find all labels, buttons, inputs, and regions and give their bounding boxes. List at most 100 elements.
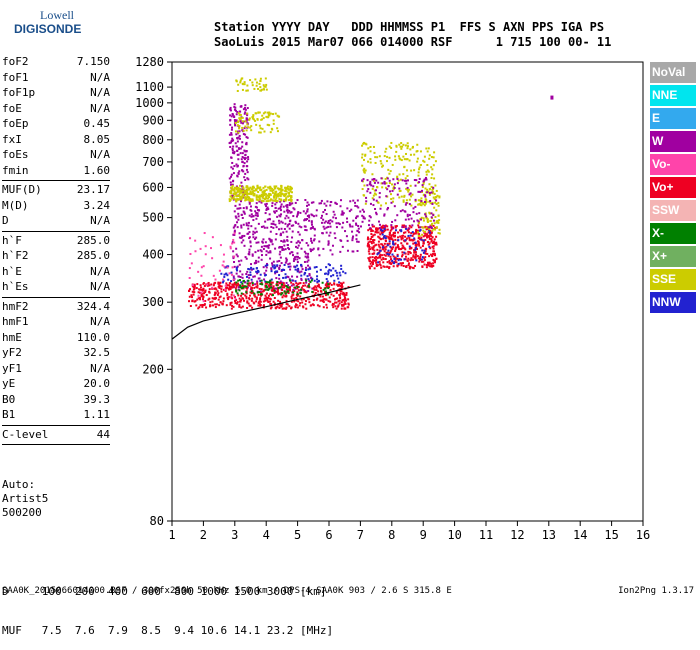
echo-point <box>230 132 233 135</box>
echo-point <box>239 184 242 187</box>
echo-point <box>240 294 243 297</box>
echo-point <box>327 220 330 223</box>
echo-point <box>289 185 292 188</box>
echo-point <box>325 231 328 234</box>
echo-point <box>251 291 254 294</box>
echo-point <box>378 196 381 199</box>
param-value: 23.17 <box>76 183 110 196</box>
echo-point <box>280 203 283 206</box>
echo-point <box>426 252 429 255</box>
echo-point <box>257 191 260 194</box>
echo-point <box>361 188 364 191</box>
echo-point <box>407 234 410 237</box>
echo-point <box>251 284 254 287</box>
echo-point <box>425 200 428 203</box>
echo-point <box>312 299 315 302</box>
echo-point <box>395 229 398 232</box>
echo-point <box>326 221 329 224</box>
echo-point <box>369 158 372 161</box>
echo-point <box>249 198 252 201</box>
echo-point <box>247 302 250 305</box>
legend-item-noval: NoVal <box>650 62 696 83</box>
echo-point <box>401 253 404 256</box>
echo-point <box>415 228 418 231</box>
echo-point <box>352 199 355 202</box>
echo-point <box>246 188 249 191</box>
echo-point <box>269 238 272 241</box>
echo-point <box>274 192 277 195</box>
echo-point <box>342 212 345 215</box>
param-value: 0.45 <box>83 117 111 130</box>
echo-point <box>406 213 409 216</box>
echo-point <box>420 260 423 263</box>
echo-point <box>198 296 201 299</box>
param-row: M(D) 3.24 <box>2 198 110 214</box>
echo-point <box>375 264 378 267</box>
echo-point <box>257 293 260 296</box>
echo-point <box>393 205 396 208</box>
param-row: D N/A <box>2 213 110 229</box>
echo-point <box>202 295 205 298</box>
echo-point <box>379 253 382 256</box>
echo-point <box>397 236 400 239</box>
echo-point <box>236 149 239 152</box>
echo-point <box>234 130 237 133</box>
param-name: hmE <box>2 330 22 344</box>
echo-point <box>229 302 232 305</box>
echo-point <box>309 227 312 230</box>
echo-point <box>238 263 241 266</box>
echo-point <box>369 180 372 183</box>
echo-point <box>379 246 382 249</box>
echo-point <box>229 108 232 111</box>
echo-point <box>433 192 436 195</box>
echo-point <box>414 257 417 260</box>
echo-point <box>298 241 301 244</box>
echo-point <box>296 258 299 261</box>
echo-point <box>404 203 407 206</box>
echo-point <box>299 295 302 298</box>
echo-point <box>403 194 406 197</box>
echo-point <box>256 272 259 275</box>
echo-point <box>211 287 214 290</box>
echo-point <box>372 246 375 249</box>
echo-point <box>245 150 248 153</box>
echo-point <box>390 258 393 261</box>
param-row: hmF2 324.4 <box>2 299 110 315</box>
echo-point <box>424 187 427 190</box>
echo-point <box>293 290 296 293</box>
echo-point <box>231 126 234 129</box>
echo-point <box>296 261 299 264</box>
echo-point <box>240 281 243 284</box>
echo-point <box>312 215 315 218</box>
echo-point <box>323 227 326 230</box>
echo-point <box>226 266 229 269</box>
echo-point <box>430 216 433 219</box>
echo-point <box>279 188 282 191</box>
echo-point <box>420 236 423 239</box>
echo-point <box>362 210 365 213</box>
echo-point <box>292 291 295 294</box>
echo-point <box>243 162 246 165</box>
echo-point <box>253 87 256 90</box>
echo-point <box>195 287 198 290</box>
echo-point <box>393 257 396 260</box>
echo-point <box>225 266 228 269</box>
echo-point <box>412 145 415 148</box>
echo-point <box>280 192 283 195</box>
echo-point <box>384 237 387 240</box>
echo-point <box>192 293 195 296</box>
echo-point <box>402 173 405 176</box>
echo-point <box>272 119 275 122</box>
echo-point <box>428 188 431 191</box>
echo-point <box>324 272 327 275</box>
echo-point <box>392 227 395 230</box>
echo-point <box>420 258 423 261</box>
echo-point <box>426 241 429 244</box>
param-name: h`F2 <box>2 249 29 262</box>
echo-point <box>230 175 233 178</box>
echo-point <box>238 305 241 308</box>
echo-point <box>318 202 321 205</box>
echo-point <box>194 239 197 242</box>
echo-point <box>217 281 220 284</box>
echo-point <box>408 193 411 196</box>
